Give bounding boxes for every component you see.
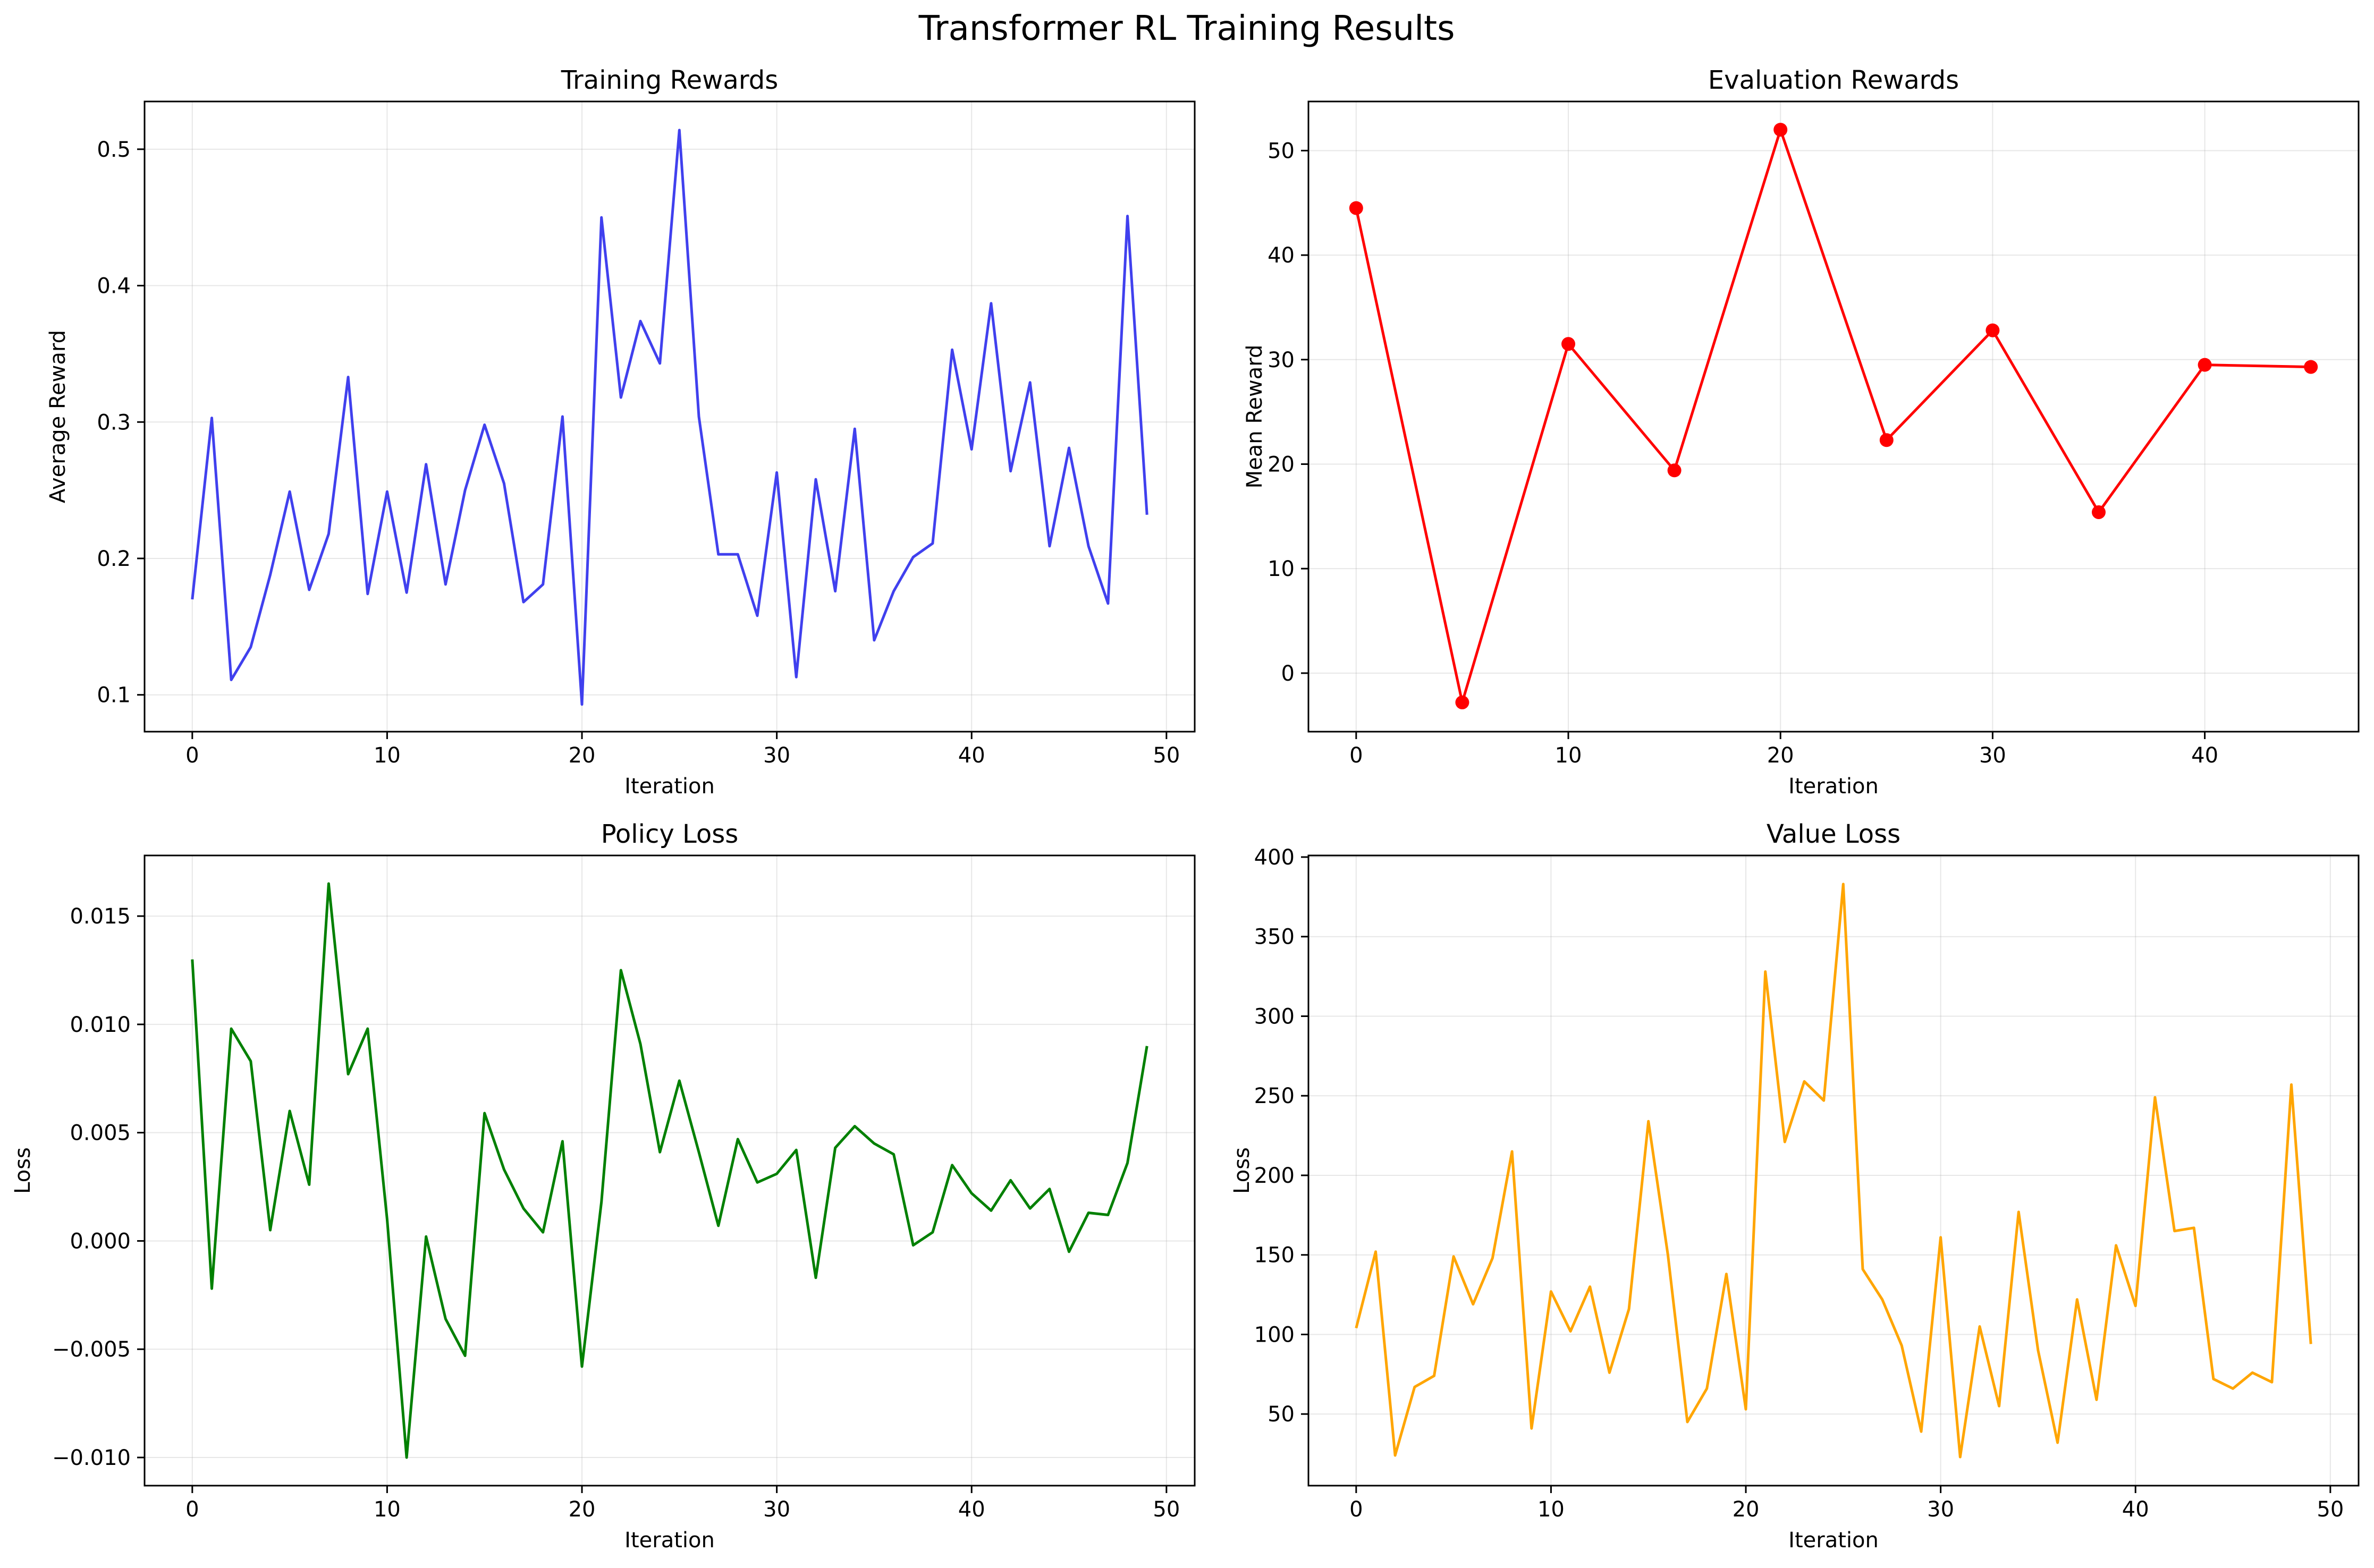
- x-axis-ticks: 0 10 20 30 40 50: [185, 732, 1180, 768]
- series-line: [1355, 128, 2311, 704]
- x-tick-label: 10: [374, 743, 401, 768]
- data-point: [1667, 463, 1682, 478]
- data-marks: [191, 129, 1148, 706]
- subplot-evaluation-rewards: 0 10 20 30 40 0 10 20 30 40 50 Evaluation Rewards…: [1243, 65, 2360, 799]
- x-tick-label: 30: [1927, 1497, 1954, 1522]
- y-axis-label: Loss: [1230, 1147, 1254, 1194]
- subplot-title: Policy Loss: [601, 819, 739, 849]
- y-tick-label: 50: [1268, 1402, 1295, 1427]
- x-tick-label: 20: [1733, 1497, 1760, 1522]
- y-tick-label: 0.005: [70, 1121, 131, 1146]
- x-tick-label: 30: [763, 1497, 790, 1522]
- axes-frame: [143, 100, 1196, 733]
- subplot-title: Value Loss: [1767, 819, 1900, 849]
- gridlines: [1308, 101, 2359, 732]
- data-point: [2198, 358, 2212, 372]
- y-tick-label: 0.015: [70, 904, 131, 929]
- series-line: [191, 129, 1148, 706]
- x-tick-label: 30: [763, 743, 790, 768]
- y-tick-label: 0: [1281, 662, 1295, 686]
- data-point: [2304, 360, 2318, 374]
- data-marks: [1349, 123, 2318, 709]
- x-axis-ticks: 0 10 20 30 40: [1349, 732, 2218, 768]
- y-tick-label: 0.000: [70, 1229, 131, 1253]
- data-point: [1349, 201, 1363, 215]
- y-tick-label: 250: [1254, 1084, 1295, 1108]
- x-axis-ticks: 0 10 20 30 40 50: [1349, 1486, 2344, 1522]
- y-tick-label: 350: [1254, 925, 1295, 950]
- y-tick-label: 150: [1254, 1243, 1295, 1268]
- x-tick-label: 20: [569, 1497, 596, 1522]
- y-tick-label: 100: [1254, 1323, 1295, 1347]
- y-tick-label: 200: [1254, 1164, 1295, 1188]
- y-tick-label: −0.005: [52, 1337, 131, 1362]
- series-line: [1355, 883, 2312, 1459]
- x-tick-label: 10: [1555, 743, 1582, 768]
- y-axis-label: Loss: [11, 1147, 35, 1194]
- x-tick-label: 40: [958, 743, 985, 768]
- data-point: [2091, 505, 2106, 519]
- subplot-title: Evaluation Rewards: [1708, 65, 1959, 95]
- x-tick-label: 0: [1349, 1497, 1363, 1522]
- y-axis-ticks: −0.010 −0.005 0.000 0.005 0.010 0.015: [52, 904, 145, 1470]
- x-tick-label: 20: [569, 743, 596, 768]
- x-axis-label: Iteration: [624, 1528, 715, 1553]
- x-tick-label: 10: [1537, 1497, 1565, 1522]
- y-tick-label: 20: [1268, 452, 1295, 477]
- y-tick-label: 400: [1254, 845, 1295, 870]
- x-axis-label: Iteration: [624, 774, 715, 799]
- subplot-title: Training Rewards: [561, 65, 778, 95]
- x-tick-label: 0: [185, 743, 199, 768]
- x-tick-label: 0: [185, 1497, 199, 1522]
- axes-frame: [1307, 854, 2360, 1487]
- x-axis-ticks: 0 10 20 30 40 50: [185, 1486, 1180, 1522]
- y-tick-label: 0.2: [97, 547, 131, 571]
- y-tick-label: 0.3: [97, 410, 131, 435]
- y-tick-label: 0.5: [97, 138, 131, 162]
- subplot-training-rewards: 0 10 20 30 40 50 0.1 0.2 0.3 0.4 0.5 Training Rew…: [46, 65, 1196, 799]
- x-tick-label: 40: [2191, 743, 2218, 768]
- y-axis-label: Average Reward: [46, 330, 70, 503]
- y-tick-label: 30: [1268, 348, 1295, 372]
- x-tick-label: 30: [1979, 743, 2006, 768]
- data-point: [1773, 123, 1788, 137]
- y-tick-label: 50: [1268, 139, 1295, 163]
- series-line: [191, 882, 1148, 1459]
- x-tick-label: 0: [1349, 743, 1363, 768]
- y-tick-label: 0.1: [97, 683, 131, 708]
- y-tick-label: 0.010: [70, 1013, 131, 1037]
- x-tick-label: 50: [1153, 1497, 1180, 1522]
- x-axis-label: Iteration: [1788, 1528, 1879, 1553]
- y-axis-ticks: 0 10 20 30 40 50: [1268, 139, 1308, 686]
- data-point: [1561, 337, 1576, 351]
- figure-title: Transformer RL Training Results: [918, 9, 1455, 48]
- data-point: [1879, 433, 1894, 447]
- x-tick-label: 10: [374, 1497, 401, 1522]
- y-tick-label: −0.010: [52, 1446, 131, 1470]
- data-point: [1455, 695, 1469, 709]
- x-axis-label: Iteration: [1788, 774, 1879, 799]
- axes-frame: [143, 854, 1196, 1487]
- data-marks: [191, 882, 1148, 1459]
- data-marks: [1355, 883, 2312, 1459]
- x-tick-label: 20: [1767, 743, 1794, 768]
- y-axis-ticks: 50 100 150 200 250 300 350 400: [1254, 845, 1308, 1427]
- x-tick-label: 40: [958, 1497, 985, 1522]
- x-tick-label: 50: [2317, 1497, 2344, 1522]
- data-point: [1986, 323, 2000, 337]
- subplot-policy-loss: 0 10 20 30 40 50 −0.010 −0.005 0.000 0.005 0.010 0…: [11, 819, 1196, 1553]
- axes-frame: [1307, 100, 2360, 733]
- y-axis-ticks: 0.1 0.2 0.3 0.4 0.5: [97, 138, 145, 708]
- y-tick-label: 10: [1268, 557, 1295, 581]
- y-axis-label: Mean Reward: [1243, 345, 1267, 489]
- x-tick-label: 50: [1153, 743, 1180, 768]
- y-tick-label: 300: [1254, 1004, 1295, 1029]
- subplot-value-loss: 0 10 20 30 40 50 50 100 150 200 250 300 350 400 Valu…: [1230, 819, 2360, 1553]
- y-tick-label: 40: [1268, 243, 1295, 268]
- gridlines: [145, 101, 1195, 732]
- x-tick-label: 40: [2122, 1497, 2149, 1522]
- y-tick-label: 0.4: [97, 274, 131, 299]
